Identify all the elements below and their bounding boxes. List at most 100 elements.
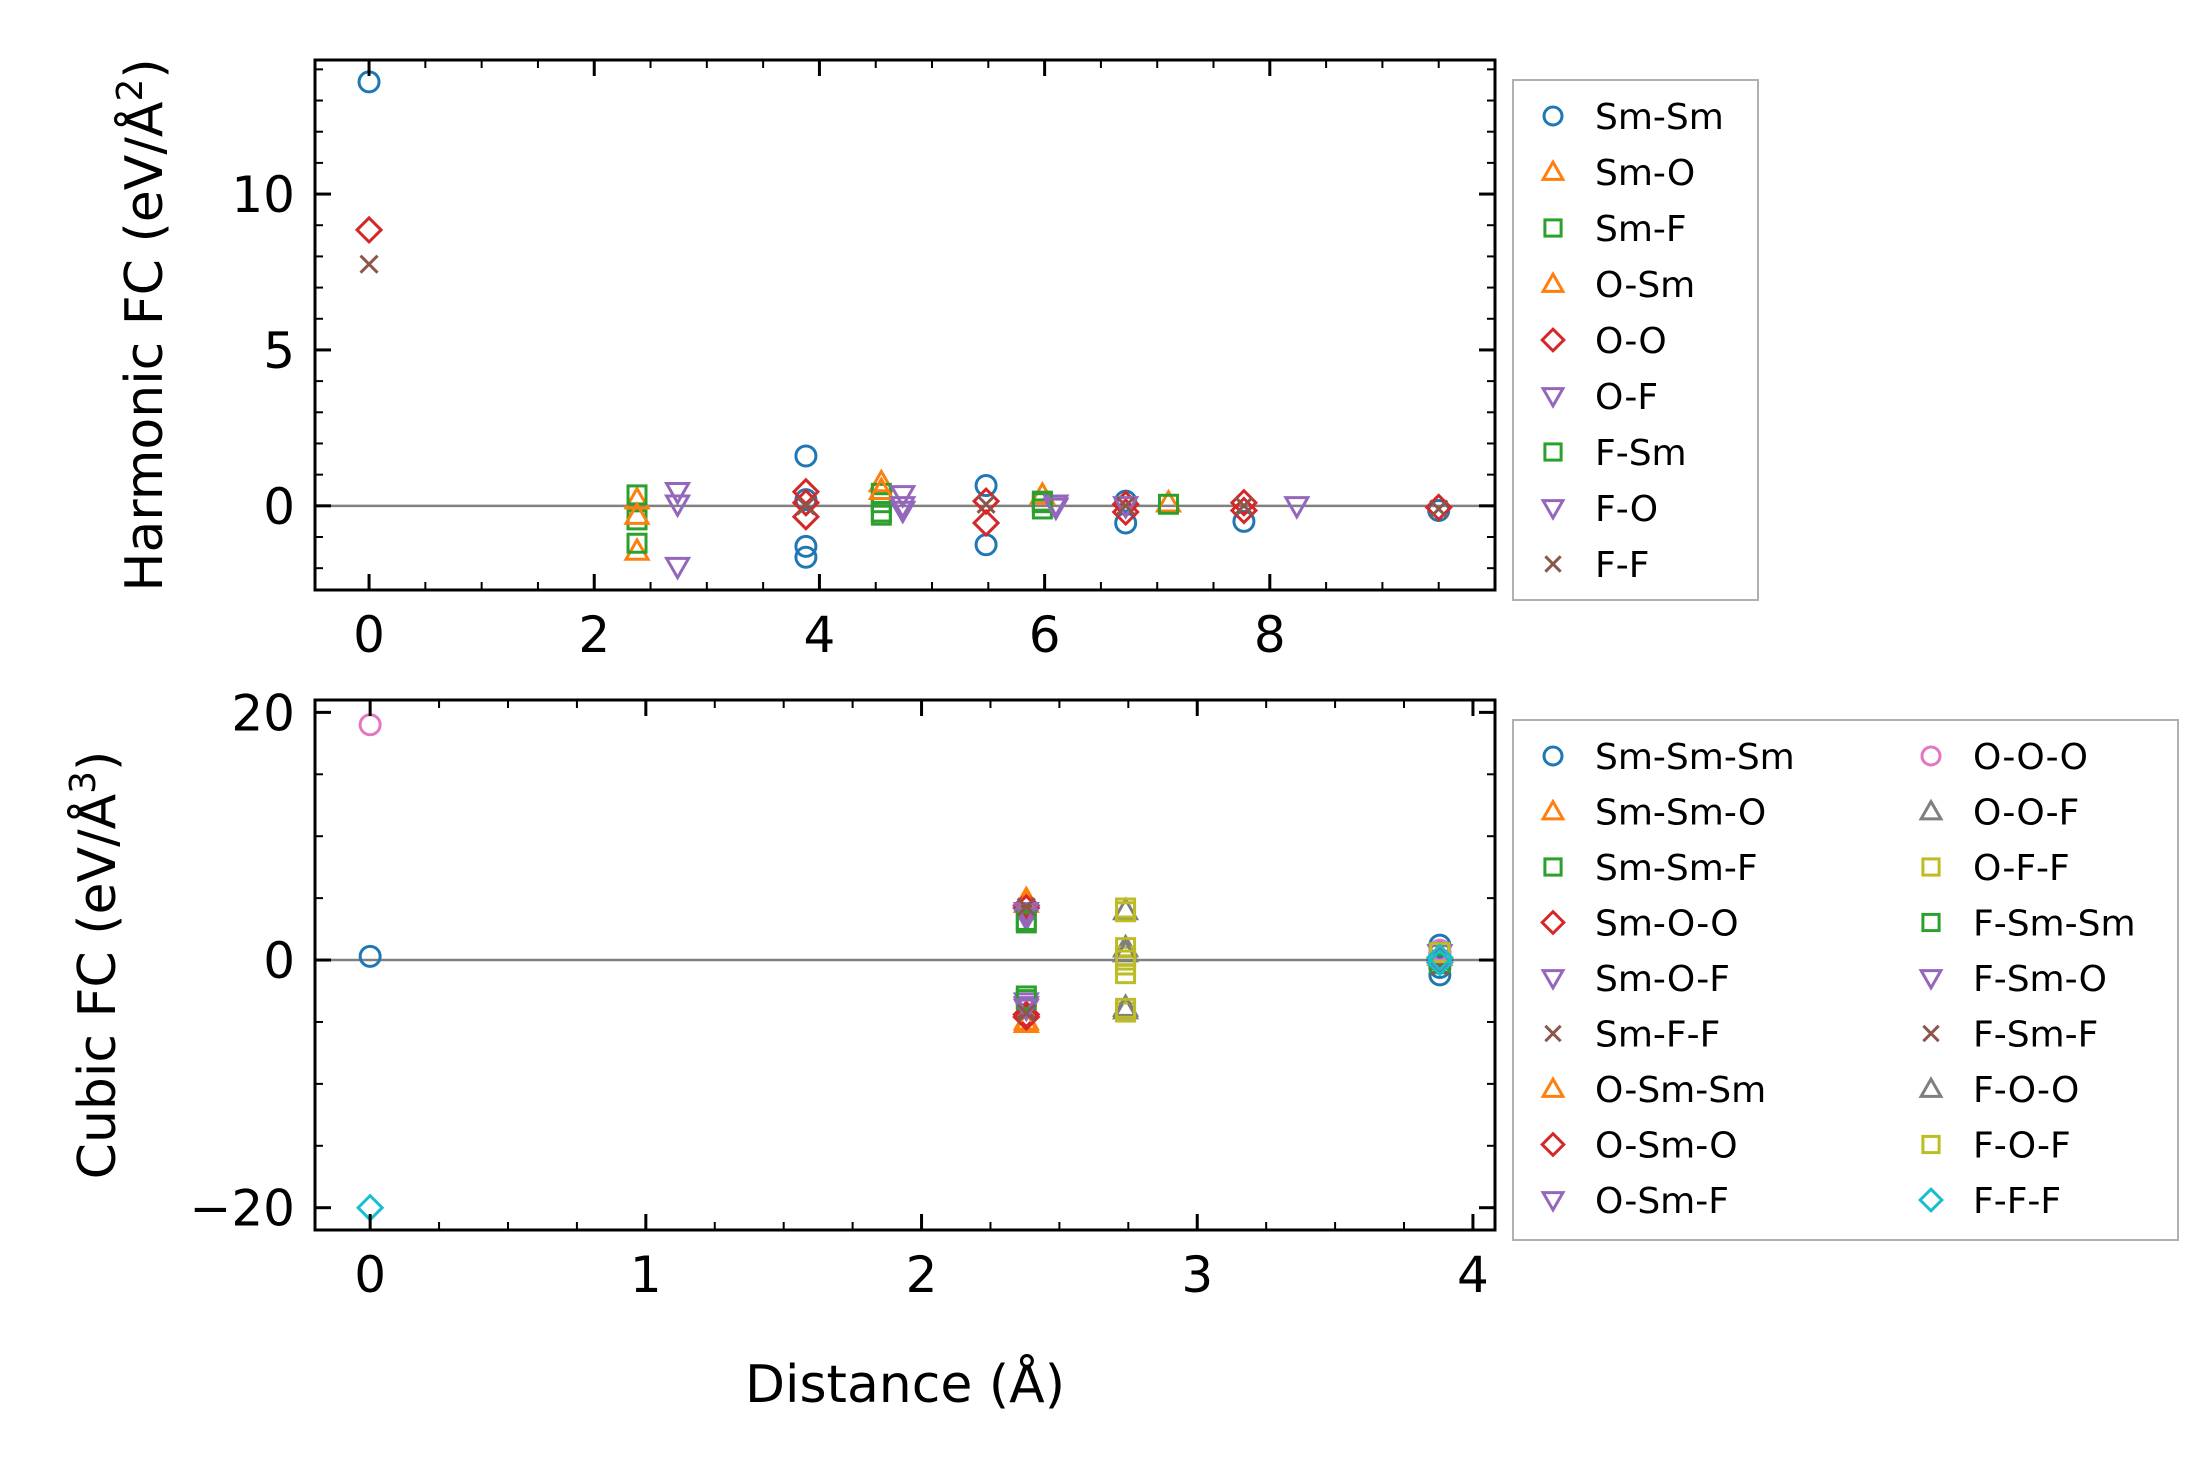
legend-label: F-O-O xyxy=(1973,1070,2079,1111)
point-O-F-7 xyxy=(1283,496,1311,520)
legend-marker-F-Sm-F xyxy=(1922,1024,1940,1043)
legend-marker-F-O-F xyxy=(1921,1134,1941,1155)
point-Sm-O-0 xyxy=(623,485,651,510)
point-F-F-F-1 xyxy=(1425,948,1454,977)
ticks xyxy=(315,700,1495,1230)
legend-marker-F-Sm-O xyxy=(1918,969,1944,991)
y-tick-label: 5 xyxy=(263,322,295,380)
legend-item: O-Sm-Sm xyxy=(1540,1070,1766,1111)
legend-label: F-F xyxy=(1595,545,1649,586)
legend-item: O-Sm-O xyxy=(1540,1126,1738,1167)
legend-marker-F-O xyxy=(1540,499,1566,521)
legend-label: F-Sm-Sm xyxy=(1973,904,2136,945)
legend-marker-Sm-Sm xyxy=(1542,105,1564,127)
point-F-F-3 xyxy=(1116,496,1136,516)
point-Sm-Sm-8 xyxy=(1114,511,1138,535)
point-F-O-0 xyxy=(889,500,917,525)
point-Sm-Sm-5 xyxy=(974,474,998,498)
legend-item: Sm-O-O xyxy=(1540,904,1739,945)
legend-label: Sm-Sm-O xyxy=(1595,793,1766,834)
x-tick-label: 6 xyxy=(1029,606,1061,664)
point-F-Sm-1 xyxy=(1031,490,1053,512)
point-O-O-O-0 xyxy=(358,713,382,737)
x-tick-label: 3 xyxy=(1181,1246,1213,1304)
point-O-O-F-0 xyxy=(1111,896,1140,921)
legend-item: Sm-Sm-Sm xyxy=(1542,737,1795,778)
legend-marker-F-F-F xyxy=(1918,1187,1944,1213)
legend-label: Sm-F xyxy=(1595,209,1687,250)
markers xyxy=(356,713,1454,1222)
legend-label: O-F-F xyxy=(1973,848,2070,889)
legend-label: O-F xyxy=(1595,377,1658,418)
legend-label: Sm-Sm xyxy=(1595,97,1724,138)
legend-label: O-Sm xyxy=(1595,265,1695,306)
legend-item: Sm-O-F xyxy=(1540,959,1730,1000)
legend-marker-F-Sm-Sm xyxy=(1921,912,1941,933)
legend-label: Sm-O-F xyxy=(1595,959,1730,1000)
legend-label: Sm-O xyxy=(1595,153,1695,194)
legend-label: F-Sm-O xyxy=(1973,959,2107,1000)
point-O-F-6 xyxy=(1112,496,1140,520)
legend-item: O-Sm-F xyxy=(1540,1181,1729,1222)
legend-frame xyxy=(1512,79,1759,601)
plot-bottom: 0 1 2 3 4 −20 0 20 Cubic FC (eV/Å3) Distance (Å) S… xyxy=(63,684,2179,1415)
point-F-O-F-1 xyxy=(1115,901,1137,923)
legend-label: Sm-O-O xyxy=(1595,904,1739,945)
point-F-O-O-0 xyxy=(1111,993,1140,1017)
legend-marker-Sm-O-F xyxy=(1540,969,1566,991)
point-F-F-5 xyxy=(1429,499,1449,519)
point-F-F-F-2 xyxy=(1425,943,1454,972)
legend-marker-O-Sm-O xyxy=(1540,1131,1566,1158)
legend-top: Sm-Sm Sm-O Sm-F O-Sm O-O O-F F-Sm F-O F-F xyxy=(1512,79,1759,601)
point-O-O-5 xyxy=(971,508,1001,538)
point-Sm-O-4 xyxy=(1154,488,1183,513)
y-axis-label: Harmonic FC (eV/Å2) xyxy=(110,58,175,591)
x-tick-label: 2 xyxy=(906,1246,938,1304)
legend-marker-F-Sm xyxy=(1543,442,1563,462)
x-tick-label: 1 xyxy=(630,1246,662,1304)
legend-bottom: Sm-Sm-Sm Sm-Sm-O Sm-Sm-F Sm-O-O Sm-O-F Sm-F-F… xyxy=(1512,719,2179,1241)
legend-label: F-O xyxy=(1595,489,1658,530)
legend-label: O-Sm-Sm xyxy=(1595,1070,1766,1111)
axes-frame xyxy=(313,698,1497,1232)
point-Sm-Sm-3 xyxy=(794,534,818,558)
point-O-F-2 xyxy=(663,556,692,581)
legend-marker-O-O-F xyxy=(1918,798,1944,821)
point-F-F-4 xyxy=(1234,496,1254,516)
legend-item: Sm-Sm-O xyxy=(1540,793,1766,834)
legend-label: Sm-F-F xyxy=(1595,1015,1720,1056)
legend-marker-Sm-Sm-F xyxy=(1543,857,1563,877)
point-Sm-Sm-Sm-0 xyxy=(358,944,382,968)
legend-label: F-Sm xyxy=(1595,433,1687,474)
legend-item: F-Sm xyxy=(1543,433,1687,474)
legend-label: F-Sm-F xyxy=(1973,1015,2098,1056)
legend-marker-O-F xyxy=(1540,387,1566,409)
legend-label: F-O-F xyxy=(1973,1126,2071,1167)
x-tick-label: 8 xyxy=(1254,606,1286,664)
y-axis-label: Cubic FC (eV/Å3) xyxy=(63,751,128,1180)
point-O-Sm-O-1 xyxy=(1012,1002,1041,1032)
legend-item: F-Sm-O xyxy=(1918,959,2107,1000)
legend-marker-O-O-O xyxy=(1920,745,1942,767)
y-tick-label: 10 xyxy=(231,166,295,224)
point-Sm-Sm-1 xyxy=(794,444,818,468)
point-Sm-O-O-1 xyxy=(1012,1000,1041,1029)
point-F-Sm-Sm-0 xyxy=(1015,909,1037,931)
legend-item: Sm-F-F xyxy=(1544,1015,1720,1056)
point-Sm-F-8 xyxy=(1157,493,1179,515)
point-Sm-Sm-6 xyxy=(974,533,998,557)
point-F-Sm-0 xyxy=(870,504,892,526)
point-O-F-4 xyxy=(889,496,917,520)
legend-item: Sm-F xyxy=(1543,209,1687,250)
point-O-O-9 xyxy=(1229,496,1259,525)
legend-item: O-O-F xyxy=(1918,793,2079,834)
ticks xyxy=(315,60,1496,590)
x-axis-label: Distance (Å) xyxy=(745,1353,1065,1415)
legend-marker-F-F xyxy=(1544,555,1562,573)
legend-item: F-F-F xyxy=(1918,1181,2061,1222)
y-tick-label: 20 xyxy=(231,684,295,742)
legend-label: O-O xyxy=(1595,321,1667,362)
legend-item: F-O xyxy=(1540,489,1658,530)
point-F-O-F-0 xyxy=(1115,949,1137,971)
legend-marker-O-Sm-F xyxy=(1540,1191,1566,1213)
